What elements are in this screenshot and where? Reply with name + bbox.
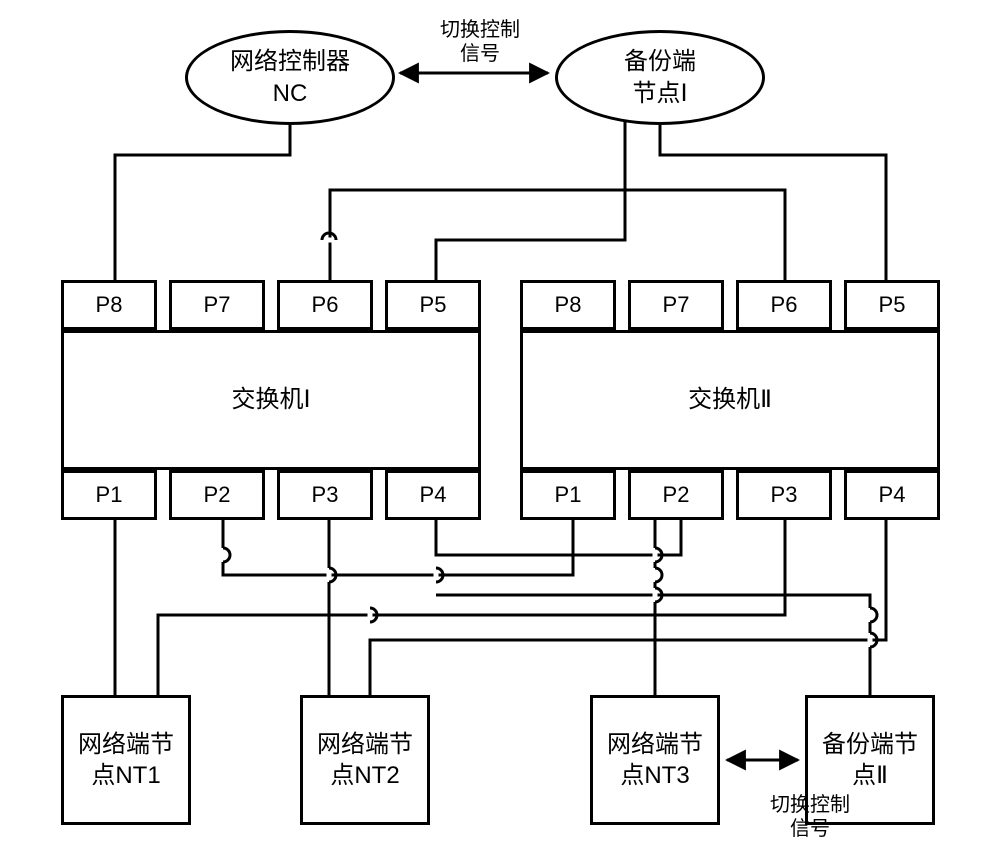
port-sw2-P6: P6 xyxy=(736,280,832,330)
port-sw2-P2: P2 xyxy=(628,470,724,520)
label-switch-signal-top: 切换控制信号 xyxy=(410,18,550,66)
port-sw1-P3: P3 xyxy=(277,470,373,520)
node-nc: 网络控制器NC xyxy=(185,30,395,125)
diagram-canvas: 网络控制器NC备份端节点Ⅰ网络端节点NT1网络端节点NT2网络端节点NT3备份端… xyxy=(0,0,1000,857)
switch-sw1: 交换机Ⅰ xyxy=(61,330,481,470)
port-sw1-P2: P2 xyxy=(169,470,265,520)
port-sw2-P7: P7 xyxy=(628,280,724,330)
edge xyxy=(436,595,870,695)
node-nt1: 网络端节点NT1 xyxy=(61,695,191,825)
port-sw1-P4: P4 xyxy=(385,470,481,520)
node-bk1: 备份端节点Ⅰ xyxy=(555,30,765,125)
port-sw1-P5: P5 xyxy=(385,280,481,330)
label-switch-signal-bottom: 切换控制信号 xyxy=(740,793,880,841)
port-sw1-P1: P1 xyxy=(61,470,157,520)
port-sw1-P7: P7 xyxy=(169,280,265,330)
edge xyxy=(158,520,785,695)
port-sw1-P8: P8 xyxy=(61,280,157,330)
edge xyxy=(436,122,625,280)
port-sw2-P3: P3 xyxy=(736,470,832,520)
edge xyxy=(115,125,290,280)
node-nt2: 网络端节点NT2 xyxy=(300,695,430,825)
edge xyxy=(370,520,886,695)
switch-sw2: 交换机Ⅱ xyxy=(520,330,940,470)
node-nt3: 网络端节点NT3 xyxy=(590,695,720,825)
edge xyxy=(660,125,886,280)
port-sw2-P4: P4 xyxy=(844,470,940,520)
port-sw1-P6: P6 xyxy=(277,280,373,330)
port-sw2-P1: P1 xyxy=(520,470,616,520)
edge xyxy=(330,190,785,280)
port-sw2-P5: P5 xyxy=(844,280,940,330)
port-sw2-P8: P8 xyxy=(520,280,616,330)
